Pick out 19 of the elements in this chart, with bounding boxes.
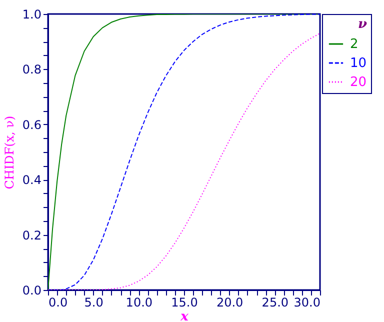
x-axis-title: x bbox=[180, 310, 189, 322]
y-tick-label: 0.4 bbox=[22, 173, 42, 188]
y-axis-title: CHIDF(x, ν) bbox=[2, 116, 16, 190]
x-tick-label: 15.0 bbox=[171, 296, 198, 310]
x-tick-label: 10.0 bbox=[126, 296, 153, 310]
legend-title: ν bbox=[358, 17, 367, 32]
x-tick-label: 30.0 bbox=[294, 296, 320, 310]
y-tick-label: 0.2 bbox=[22, 228, 42, 242]
y-tick-label: 0.0 bbox=[22, 284, 42, 298]
x-tick-label: 5.0 bbox=[84, 296, 104, 310]
x-tick-label: 25.0 bbox=[262, 296, 289, 310]
x-tick-label: 0.0 bbox=[48, 296, 68, 310]
legend-label: 10 bbox=[350, 56, 367, 71]
y-tick-label: 1.0 bbox=[22, 8, 42, 22]
y-tick-label: 0.6 bbox=[22, 118, 42, 132]
x-tick-label: 20.0 bbox=[216, 296, 244, 310]
legend-label: 2 bbox=[350, 37, 358, 52]
legend-label: 20 bbox=[350, 75, 367, 90]
y-tick-label: 0.8 bbox=[22, 62, 42, 77]
